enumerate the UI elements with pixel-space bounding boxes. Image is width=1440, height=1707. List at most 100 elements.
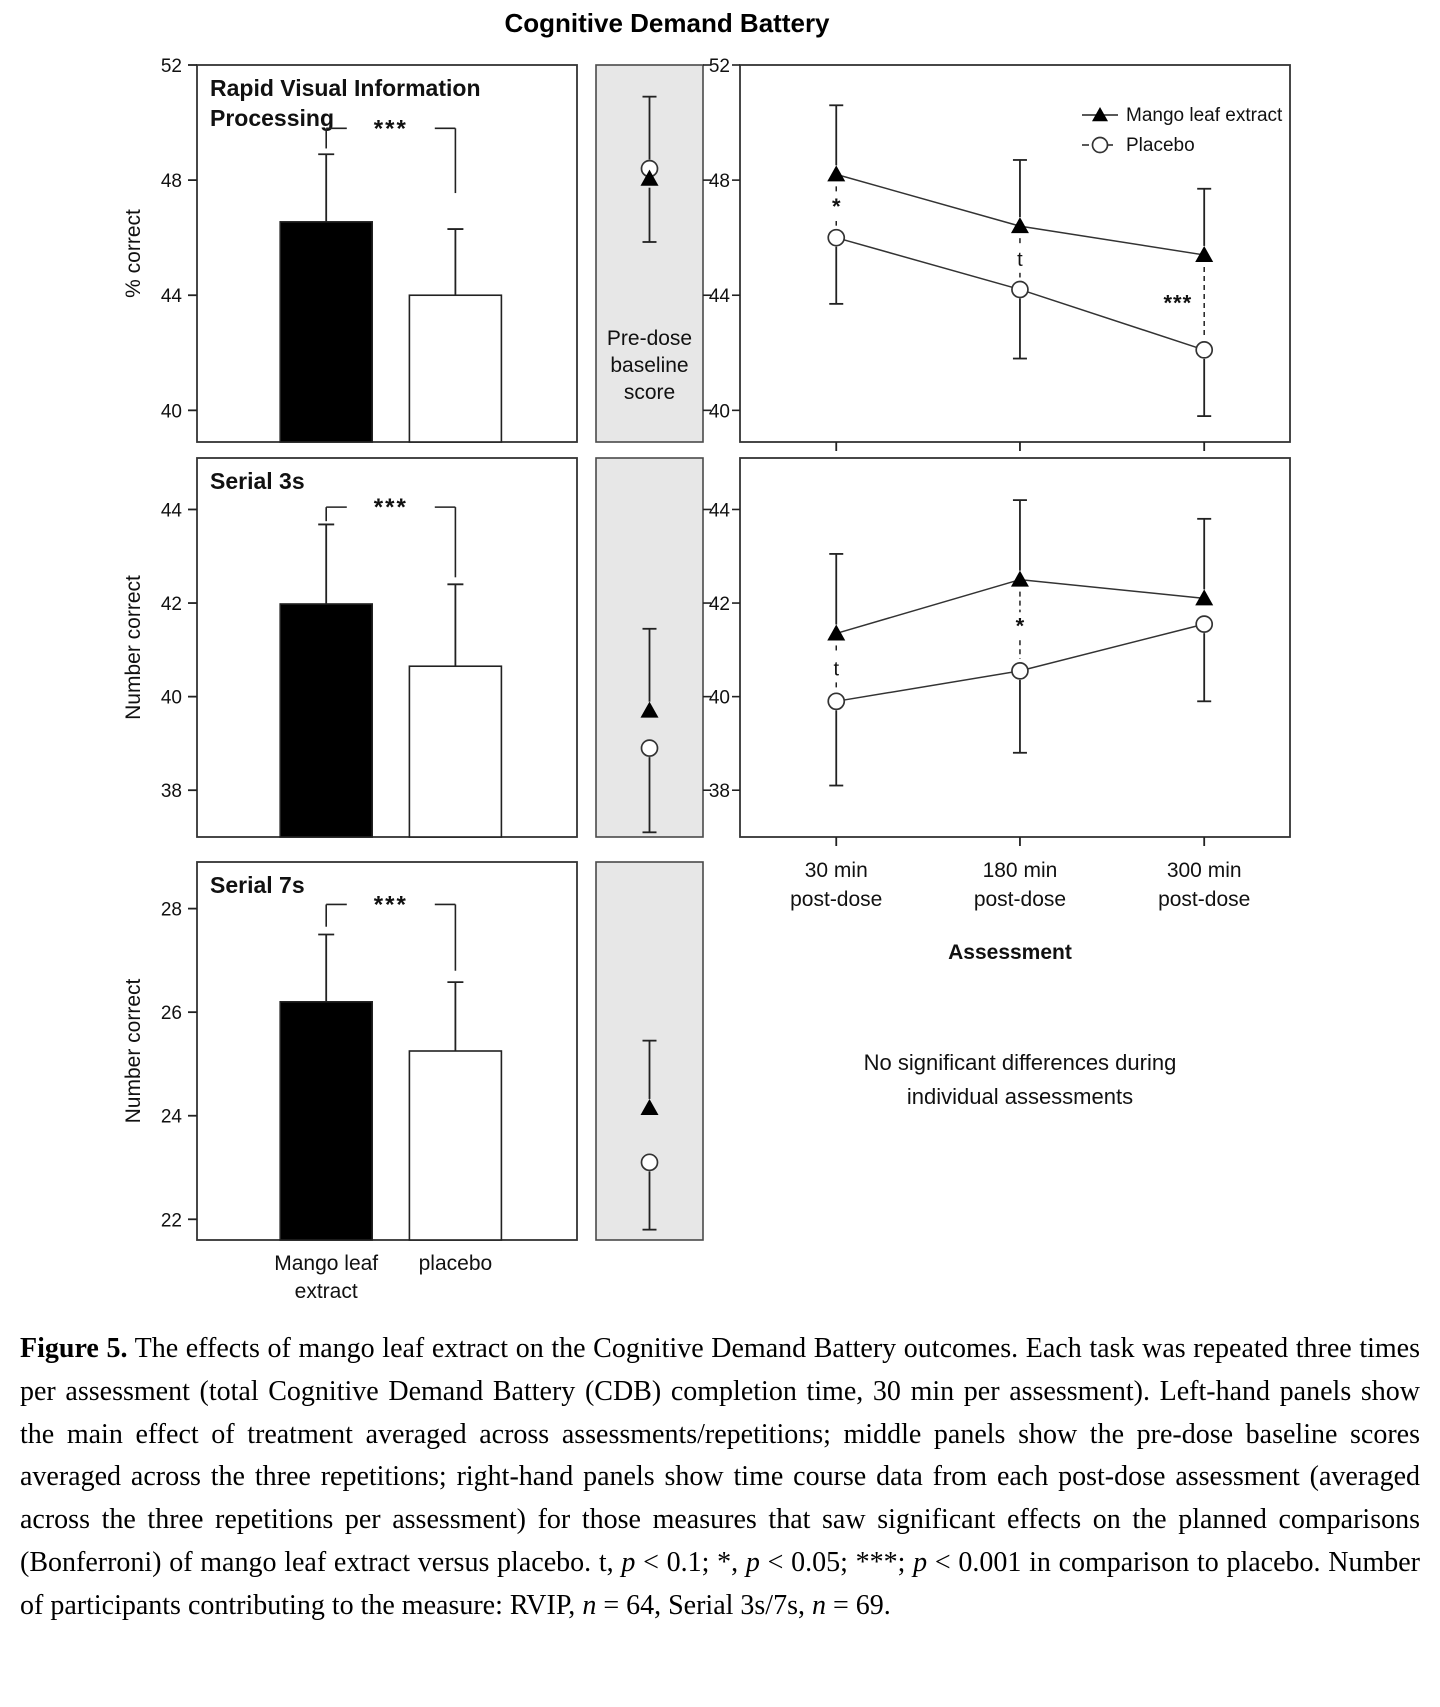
figure-caption: Figure 5. The effects of mango leaf extr… bbox=[20, 1328, 1420, 1628]
time-tick-label: 30 min bbox=[805, 859, 868, 882]
placebo-point bbox=[827, 228, 846, 247]
baseline-panel-label: Pre-dose bbox=[607, 327, 692, 350]
caption-segment: n bbox=[582, 1589, 597, 1621]
placebo-bar bbox=[408, 294, 503, 443]
time-axis: 30 min post-dose 180 min post-dose 300 min po… bbox=[790, 859, 1250, 964]
no-significance-note-line2: individual assessments bbox=[906, 1084, 1134, 1110]
y-tick-label: 24 bbox=[161, 1107, 183, 1128]
x-category-label: Mango leaf bbox=[274, 1252, 378, 1275]
y-axis-label: Number correct bbox=[122, 575, 145, 720]
no-significance-note: No significant differences during indivi… bbox=[850, 1046, 1190, 1114]
panel-serial7-baseline bbox=[595, 861, 704, 1241]
mango-bar bbox=[279, 221, 374, 443]
y-tick-label: 42 bbox=[709, 594, 730, 615]
placebo-point bbox=[827, 692, 846, 711]
significance-label: *** bbox=[374, 891, 408, 918]
y-tick-label: 40 bbox=[161, 401, 182, 422]
y-tick-label: 38 bbox=[161, 781, 182, 802]
x-category-label: placebo bbox=[419, 1252, 493, 1275]
figure-title: Cognitive Demand Battery bbox=[504, 8, 830, 38]
panel-title: Rapid Visual Information bbox=[210, 75, 481, 101]
y-axis-label: Number correct bbox=[122, 978, 145, 1123]
legend: Mango leaf extract Placebo bbox=[1082, 105, 1283, 156]
caption-segment: = 64, Serial 3s/7s, bbox=[596, 1589, 812, 1621]
y-tick-label: 44 bbox=[709, 500, 731, 521]
significance-label: t bbox=[1017, 249, 1023, 271]
caption-segment: p bbox=[621, 1547, 636, 1579]
significance-label: t bbox=[833, 658, 839, 680]
no-significance-note-line1: No significant differences during bbox=[863, 1050, 1177, 1075]
caption-segment: p bbox=[913, 1547, 928, 1579]
y-tick-label: 48 bbox=[161, 171, 182, 192]
significance-label: *** bbox=[374, 115, 408, 142]
y-tick-label: 26 bbox=[161, 1003, 182, 1024]
time-tick-label: post-dose bbox=[1158, 888, 1250, 911]
y-axis-label: % correct bbox=[122, 209, 145, 298]
mango-bar bbox=[279, 1001, 374, 1241]
x-axis-title: Assessment bbox=[948, 941, 1072, 964]
caption-segment: The effects of mango leaf extract on the… bbox=[20, 1333, 1420, 1579]
panel-rvip-time: 40 44 48 52 * t *** Mango leaf extract Placebo bbox=[703, 56, 1291, 451]
mango-point bbox=[827, 165, 846, 182]
baseline-panel-label: baseline bbox=[610, 354, 688, 377]
mango-point bbox=[1010, 570, 1029, 587]
y-tick-label: 40 bbox=[709, 401, 730, 422]
y-tick-label: 42 bbox=[161, 594, 182, 615]
charts-svg: Rapid Visual Information Processing 40 44 48… bbox=[122, 56, 1291, 1303]
mango-baseline-point bbox=[640, 169, 659, 186]
caption-segment: < 0.001 in comparison to placebo. Number… bbox=[20, 1547, 1420, 1621]
time-tick-label: post-dose bbox=[790, 888, 882, 911]
y-tick-label: 28 bbox=[161, 900, 182, 921]
panel-title: Serial 3s bbox=[210, 468, 305, 494]
significance-label: * bbox=[1016, 613, 1025, 638]
time-tick-label: 180 min bbox=[983, 859, 1058, 882]
y-tick-label: 52 bbox=[161, 56, 182, 77]
caption-segment: p bbox=[745, 1547, 760, 1579]
y-tick-label: 52 bbox=[709, 56, 730, 77]
y-tick-label: 48 bbox=[709, 171, 730, 192]
legend-mango-icon bbox=[1092, 107, 1108, 122]
time-tick-label: 300 min bbox=[1167, 859, 1242, 882]
mango-baseline-point bbox=[640, 701, 659, 718]
panel-serial3-baseline bbox=[595, 457, 704, 838]
y-tick-label: 40 bbox=[161, 688, 182, 709]
placebo-point bbox=[1195, 615, 1214, 633]
significance-label: *** bbox=[1164, 290, 1193, 315]
y-tick-label: 44 bbox=[709, 286, 731, 307]
panel-serial7-bar: Serial 7s 22 24 26 28 Number correct *** Mango … bbox=[122, 861, 578, 1303]
placebo-point bbox=[1011, 280, 1029, 299]
mango-point bbox=[1195, 589, 1214, 606]
legend-placebo-icon bbox=[1091, 136, 1109, 154]
panel-title: Serial 7s bbox=[210, 872, 305, 898]
significance-label: * bbox=[832, 194, 841, 219]
mango-point bbox=[1195, 245, 1214, 262]
baseline-panel-label: score bbox=[624, 381, 675, 404]
panel-serial3-time: 38 40 42 44 t * bbox=[703, 457, 1291, 846]
placebo-baseline-point bbox=[640, 739, 659, 757]
placebo-point bbox=[1011, 662, 1029, 680]
caption-segment: < 0.1; *, bbox=[635, 1547, 746, 1579]
caption-segment: Figure 5. bbox=[20, 1333, 128, 1364]
significance-label: *** bbox=[374, 494, 408, 521]
y-tick-label: 40 bbox=[709, 688, 730, 709]
mango-baseline-point bbox=[640, 1098, 659, 1115]
y-tick-label: 44 bbox=[161, 286, 183, 307]
placebo-point bbox=[1195, 341, 1214, 359]
mango-point bbox=[1010, 217, 1029, 234]
y-tick-label: 38 bbox=[709, 781, 730, 802]
placebo-baseline-point bbox=[640, 1153, 659, 1172]
y-tick-label: 44 bbox=[161, 500, 183, 521]
panel-serial3-bar: Serial 3s 38 40 42 44 Number correct *** bbox=[122, 457, 578, 838]
caption-segment: < 0.05; ***; bbox=[759, 1547, 914, 1579]
legend-placebo-label: Placebo bbox=[1126, 135, 1195, 156]
panel-title: Processing bbox=[210, 105, 334, 131]
mango-point bbox=[827, 624, 846, 641]
legend-mango-label: Mango leaf extract bbox=[1126, 105, 1283, 126]
panel-rvip-bar: Rapid Visual Information Processing 40 44 48… bbox=[122, 56, 578, 443]
y-tick-label: 22 bbox=[161, 1210, 182, 1231]
caption-segment: = 69. bbox=[826, 1589, 891, 1621]
x-category-label: extract bbox=[295, 1280, 358, 1303]
panel-rvip-baseline: Pre-dose baseline score bbox=[595, 64, 704, 443]
placebo-bar bbox=[408, 665, 503, 838]
